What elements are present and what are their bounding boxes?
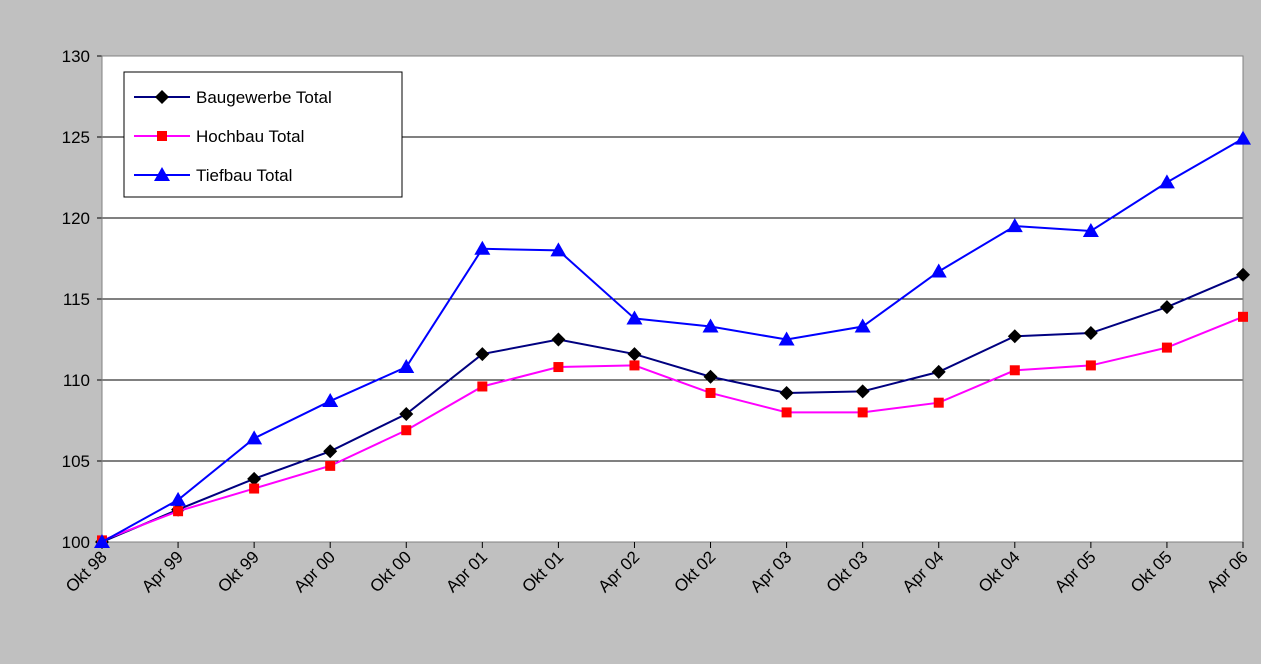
data-point <box>779 385 794 400</box>
series-line <box>101 137 1244 543</box>
data-point <box>247 471 262 486</box>
data-point <box>173 506 184 517</box>
data-point <box>629 360 640 371</box>
data-point <box>703 369 718 384</box>
data-point <box>553 362 564 373</box>
data-point <box>401 425 412 436</box>
data-point <box>475 347 490 362</box>
legend-marker <box>157 131 167 141</box>
data-point <box>1083 326 1098 341</box>
legend-label: Tiefbau Total <box>196 166 292 185</box>
data-point <box>1082 222 1099 237</box>
data-point <box>1238 311 1248 322</box>
y-tick-label: 105 <box>62 452 90 471</box>
data-point <box>550 242 567 257</box>
data-point <box>322 393 339 408</box>
data-point <box>323 444 338 459</box>
data-point <box>626 310 643 325</box>
data-point <box>477 381 488 392</box>
series-line <box>101 273 1244 543</box>
data-point <box>702 318 719 333</box>
plot-border <box>101 55 1244 543</box>
data-point <box>931 364 946 379</box>
y-tick-label: 130 <box>62 47 90 66</box>
data-point <box>930 263 947 278</box>
data-point <box>1161 342 1172 353</box>
data-point <box>705 387 716 398</box>
data-point <box>1085 360 1096 371</box>
data-point <box>854 318 871 333</box>
data-point <box>1007 329 1022 344</box>
y-tick-label: 110 <box>63 371 90 390</box>
data-point <box>933 397 944 408</box>
legend-label: Baugewerbe Total <box>196 88 332 107</box>
data-point <box>778 331 795 346</box>
data-point <box>1006 218 1023 233</box>
y-tick-label: 115 <box>63 290 90 309</box>
y-tick-label: 125 <box>62 128 90 147</box>
data-point <box>399 407 414 422</box>
data-point <box>1009 365 1020 376</box>
data-point <box>246 430 263 445</box>
data-point <box>94 534 110 548</box>
data-point <box>1236 267 1250 282</box>
data-point <box>325 460 336 471</box>
series-line <box>101 315 1244 542</box>
data-point <box>857 407 868 418</box>
data-point <box>551 332 566 347</box>
data-point <box>1158 174 1175 189</box>
data-point <box>1235 130 1251 145</box>
legend-marker <box>154 167 170 181</box>
data-point <box>781 407 792 418</box>
y-tick-label: 100 <box>62 533 90 552</box>
data-point <box>398 359 415 374</box>
data-point <box>170 491 187 506</box>
data-point <box>1159 300 1174 315</box>
legend-marker <box>155 90 169 104</box>
data-point <box>627 347 642 362</box>
y-tick-label: 120 <box>62 209 90 228</box>
legend-label: Hochbau Total <box>196 127 304 146</box>
legend-box <box>123 71 403 198</box>
data-point <box>249 483 260 494</box>
data-point <box>855 384 870 399</box>
data-point <box>474 240 491 255</box>
